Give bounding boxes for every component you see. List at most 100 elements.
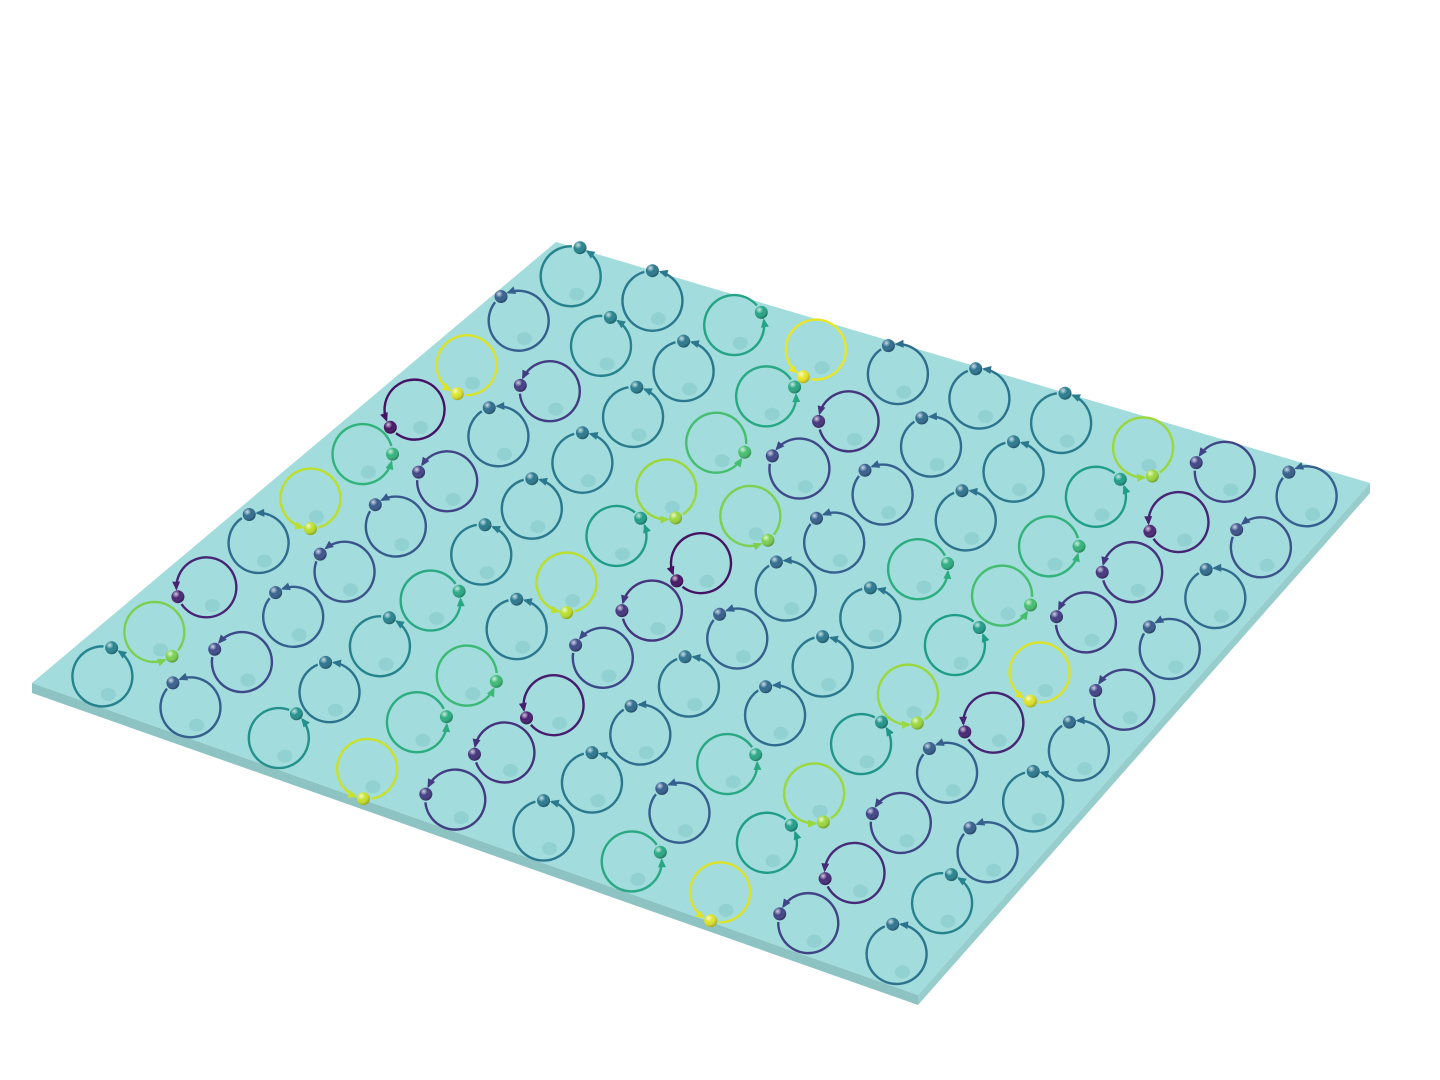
orbit-ball-shading [165, 649, 179, 663]
orbit-ball-shading [670, 574, 684, 588]
orbit-arrowhead [578, 630, 588, 640]
orbit-cell [518, 674, 585, 737]
orbit-arrowhead [775, 441, 785, 451]
lattice-hole [764, 407, 780, 421]
orbit-cell [948, 362, 1011, 430]
lattice-hole [748, 527, 764, 541]
orbit-ball-shading [881, 339, 895, 353]
lattice-hole [429, 611, 445, 625]
orbit-ball-shading [1058, 386, 1072, 400]
orbit-cell [743, 680, 807, 747]
lattice-hole [1141, 459, 1157, 472]
orbit-ball-shading [208, 642, 222, 656]
orbit-ball-shading [482, 401, 496, 415]
lattice-hole [940, 914, 956, 928]
orbit-loop [585, 504, 648, 568]
orbit-arrowhead [1101, 556, 1110, 566]
orbit-arrowhead [380, 412, 388, 422]
orbit-arrowhead [927, 412, 937, 421]
lattice-hole [601, 669, 617, 683]
orbit-cell [485, 592, 548, 661]
orbit-arrowhead [658, 858, 666, 868]
orbit-cell [735, 811, 802, 874]
lattice-hole [991, 734, 1007, 748]
orbit-ball-shading [653, 845, 667, 859]
orbit-arrowhead [385, 460, 394, 471]
orbit-cell [652, 334, 715, 403]
lattice-holes [100, 287, 1320, 979]
orbit-arrowhead [1071, 394, 1081, 402]
orbit-cell [1008, 641, 1071, 708]
orbit-cell [696, 732, 763, 796]
orbit-cell [348, 611, 412, 678]
orbit-cell [829, 712, 894, 776]
orbit-cell [754, 555, 817, 622]
orbit-arrowhead [456, 597, 465, 607]
orbit-loop [982, 441, 1045, 503]
lattice-hole [1305, 507, 1320, 521]
lattice-hole [735, 650, 751, 664]
orbit-loop [915, 741, 979, 804]
orbit-arrowhead [616, 319, 626, 329]
orbit-cell [791, 630, 854, 698]
orbit-cell [468, 721, 536, 784]
orbit-ball-shading [166, 676, 180, 690]
orbit-loop [1029, 392, 1093, 455]
orbit-arrowhead [588, 432, 599, 440]
orbit-cell [435, 334, 498, 401]
lattice-hole [953, 656, 969, 670]
lattice-hole [343, 583, 358, 597]
orbit-ball-shading [412, 465, 426, 479]
orbit-cell [159, 672, 222, 739]
orbit-cell [765, 437, 831, 500]
orbit-cell [399, 569, 466, 632]
orbit-loop [435, 334, 498, 397]
orbit-loop [735, 811, 799, 874]
orbit-cell [1275, 462, 1338, 528]
orbit-arrowhead [725, 604, 735, 612]
orbit-ball-shading [269, 586, 283, 600]
orbit-ball-shading [468, 747, 481, 761]
orbit-cell [123, 600, 186, 667]
orbit-ball-shading [1062, 715, 1076, 729]
orbit-cell [585, 504, 651, 568]
orbit-ball-shading [865, 807, 879, 821]
orbit-loop [865, 923, 928, 986]
orbit-loop [600, 830, 663, 893]
orbit-cell [706, 604, 769, 670]
orbit-loop [768, 437, 831, 500]
orbit-arrowhead [1144, 516, 1153, 526]
orbit-ball-shading [915, 411, 929, 425]
orbit-ball-shading [754, 305, 768, 319]
orbit-loop [383, 378, 446, 441]
orbit-ball-shading [1282, 465, 1296, 479]
orbit-loop [500, 478, 563, 540]
orbit-ball-shading [910, 716, 924, 730]
orbit-loop [210, 630, 274, 694]
orbit-loop [279, 467, 342, 529]
orbit-arrowhead [828, 635, 839, 644]
orbit-ball-shading [1189, 456, 1203, 470]
orbit-cell [956, 818, 1019, 884]
lattice-hole [309, 510, 324, 524]
orbit-cell [539, 241, 602, 308]
orbit-cell [467, 401, 530, 468]
orbit-arrowhead [1019, 610, 1029, 621]
orbit-arrowhead [753, 760, 762, 770]
lattice-hole [1047, 557, 1063, 571]
lattice-hole [327, 703, 343, 717]
orbit-arrowhead [981, 632, 990, 643]
lattice-hole [895, 965, 910, 979]
orbit-cell [970, 564, 1037, 627]
orbit-cell [923, 613, 990, 677]
orbit-cell [876, 663, 940, 730]
orbit-cell [1111, 416, 1175, 483]
orbit-cell [982, 435, 1045, 503]
orbit-loop [866, 342, 930, 406]
lattice-hole [548, 402, 564, 416]
orbit-arrowhead [380, 493, 391, 501]
orbit-cell [171, 556, 238, 619]
lattice-hole [832, 554, 848, 568]
orbit-arrowhead [1072, 552, 1080, 563]
orbit-arrowhead [876, 587, 887, 595]
